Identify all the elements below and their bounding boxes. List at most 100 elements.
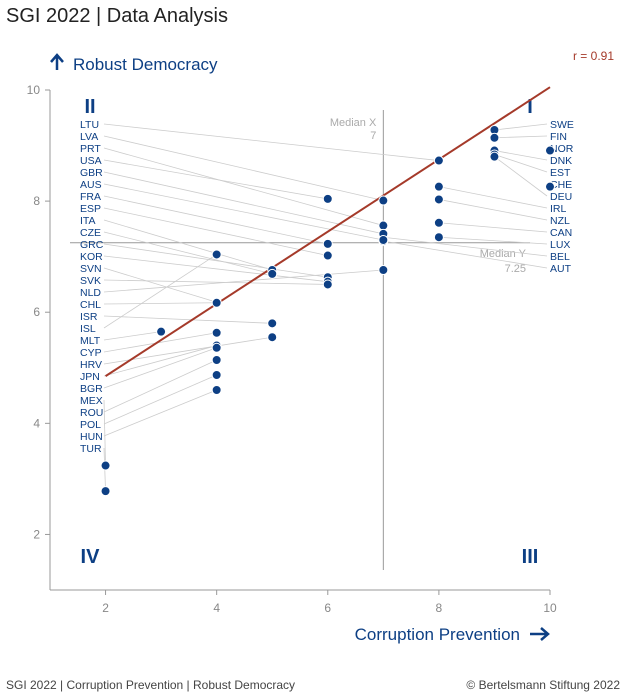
arrow-right-icon (530, 627, 550, 641)
median-y-value: 7.25 (505, 263, 526, 275)
median-x-label: Median X (330, 117, 377, 129)
leader-line (103, 147, 384, 226)
data-point-aus (378, 235, 389, 245)
data-point-chl (211, 297, 222, 308)
country-label-mlt: MLT (80, 335, 101, 347)
leader-line (383, 240, 548, 269)
data-point-nor (545, 145, 555, 156)
country-label-prt: PRT (80, 143, 101, 155)
x-tick-label: 8 (436, 601, 443, 615)
data-point-ltu (433, 155, 444, 166)
country-label-hrv: HRV (80, 359, 102, 371)
x-tick-label: 10 (543, 601, 557, 615)
country-label-nzl: NZL (550, 215, 570, 227)
country-label-bgr: BGR (80, 383, 103, 395)
y-tick-label: 4 (33, 416, 40, 430)
leader-line (103, 347, 217, 389)
country-label-dnk: DNK (550, 155, 572, 167)
country-label-nld: NLD (80, 287, 101, 299)
country-label-can: CAN (550, 227, 572, 239)
data-point-cze (267, 268, 278, 279)
data-point-tur (100, 486, 111, 497)
country-label-che: CHE (550, 179, 572, 191)
y-tick-label: 8 (33, 194, 40, 208)
leader-line (103, 171, 384, 235)
data-point-usa (322, 193, 333, 204)
country-label-bel: BEL (550, 251, 570, 263)
country-label-pol: POL (80, 419, 101, 431)
leader-line (103, 269, 384, 293)
country-label-fra: FRA (80, 191, 101, 203)
data-point-fra (322, 238, 333, 249)
leader-line (494, 135, 548, 139)
country-label-cyp: CYP (80, 347, 102, 359)
country-label-lva: LVA (80, 131, 98, 143)
country-label-grc: GRC (80, 239, 104, 251)
leader-line (438, 199, 548, 221)
data-point-nld (378, 265, 389, 275)
x-axis-label: Corruption Prevention (355, 625, 520, 644)
country-label-usa: USA (80, 155, 102, 167)
country-label-fin: FIN (550, 131, 567, 143)
footer-copyright: © Bertelsmann Stiftung 2022 (466, 678, 620, 692)
leader-line (103, 332, 217, 353)
leader-line (438, 186, 548, 209)
leader-line (103, 399, 106, 466)
leader-line (103, 159, 328, 200)
arrow-up-icon (50, 53, 64, 70)
country-label-irl: IRL (550, 203, 567, 215)
data-point-lva (378, 195, 389, 206)
leader-line (438, 222, 548, 233)
y-tick-label: 6 (33, 305, 40, 319)
data-point-hrv (267, 332, 278, 343)
country-label-jpn: JPN (80, 371, 100, 383)
leader-line (103, 389, 217, 437)
country-label-aus: AUS (80, 179, 102, 191)
data-point-mlt (156, 326, 167, 337)
data-point-fin (489, 132, 500, 143)
leader-line (103, 345, 217, 377)
country-label-chl: CHL (80, 299, 101, 311)
leader-line (383, 236, 548, 257)
y-tick-label: 10 (27, 83, 41, 97)
quadrant-label-iv: IV (81, 546, 101, 568)
leader-line (103, 331, 162, 341)
leader-line (103, 123, 439, 161)
country-label-cze: CZE (80, 227, 101, 239)
x-tick-label: 2 (102, 601, 109, 615)
data-point-irl (433, 181, 444, 192)
data-point-mex (100, 460, 111, 471)
leader-line (103, 267, 217, 303)
quadrant-label-iii: III (522, 546, 539, 568)
leader-line (103, 254, 217, 329)
data-point-hun (211, 385, 222, 395)
leader-line (438, 236, 548, 245)
leader-line (103, 315, 273, 324)
y-tick-label: 2 (33, 527, 40, 541)
country-label-aut: AUT (550, 263, 572, 275)
leader-line (103, 207, 328, 256)
x-tick-label: 6 (324, 601, 331, 615)
trend-line (105, 86, 551, 377)
country-label-mex: MEX (80, 395, 103, 407)
country-label-deu: DEU (550, 191, 572, 203)
page-title: SGI 2022 | Data Analysis (6, 5, 228, 27)
data-point-prt (378, 220, 389, 231)
country-label-nor: NOR (550, 143, 574, 155)
leader-line (103, 359, 217, 413)
country-label-tur: TUR (80, 443, 102, 455)
data-point-can (433, 217, 444, 228)
country-label-isl: ISL (80, 323, 96, 335)
country-label-isr: ISR (80, 311, 98, 323)
country-label-est: EST (550, 167, 571, 179)
correlation-label: r = 0.91 (573, 49, 614, 63)
country-label-gbr: GBR (80, 167, 103, 179)
leader-line (494, 123, 548, 131)
leader-line (103, 374, 217, 425)
country-label-hun: HUN (80, 431, 103, 443)
country-label-ltu: LTU (80, 119, 99, 131)
data-point-pol (211, 370, 222, 380)
country-label-kor: KOR (80, 251, 103, 263)
x-tick-label: 4 (213, 601, 220, 615)
leader-line (494, 154, 548, 173)
